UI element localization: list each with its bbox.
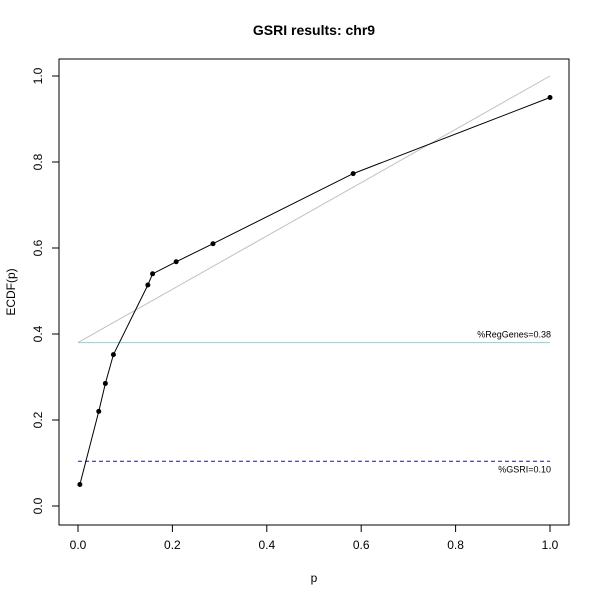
ecdf-point <box>547 95 553 100</box>
ecdf-point <box>102 380 108 386</box>
y-tick-label: 0.8 <box>31 153 45 170</box>
x-tick-label: 0.8 <box>447 538 464 552</box>
ecdf-point <box>150 271 156 277</box>
series-layer <box>77 95 553 487</box>
ecdf-point <box>77 482 83 487</box>
y-tick-label: 0.0 <box>31 497 45 514</box>
x-tick-label: 1.0 <box>542 538 559 552</box>
x-axis-label: p <box>311 571 318 585</box>
reg-genes-label: %RegGenes=0.38 <box>477 330 551 340</box>
reference-lines: %RegGenes=0.38 %GSRI=0.10 <box>77 75 551 474</box>
y-axis-label: ECDF(p) <box>4 268 18 315</box>
y-axis: 0.0 0.2 0.4 0.6 0.8 1.0 <box>31 67 60 514</box>
chart-title: GSRI results: chr9 <box>253 22 375 38</box>
ecdf-point <box>173 259 179 265</box>
diagonal-reference-line <box>77 75 551 344</box>
y-tick-label: 0.4 <box>31 325 45 342</box>
plot-frame <box>58 58 570 526</box>
ecdf-point <box>350 171 356 177</box>
x-tick-label: 0.0 <box>70 538 87 552</box>
x-tick-label: 0.2 <box>164 538 181 552</box>
ecdf-line <box>79 97 551 485</box>
x-axis: 0.0 0.2 0.4 0.6 0.8 1.0 <box>70 524 559 552</box>
ecdf-point <box>110 352 116 358</box>
y-tick-label: 0.6 <box>31 239 45 256</box>
gsri-label: %GSRI=0.10 <box>498 464 551 474</box>
y-tick-label: 0.2 <box>31 411 45 428</box>
y-tick-label: 1.0 <box>31 67 45 84</box>
ecdf-point <box>145 282 151 288</box>
x-tick-label: 0.4 <box>258 538 275 552</box>
ecdf-point <box>96 408 102 414</box>
ecdf-point <box>210 241 216 247</box>
x-tick-label: 0.6 <box>353 538 370 552</box>
